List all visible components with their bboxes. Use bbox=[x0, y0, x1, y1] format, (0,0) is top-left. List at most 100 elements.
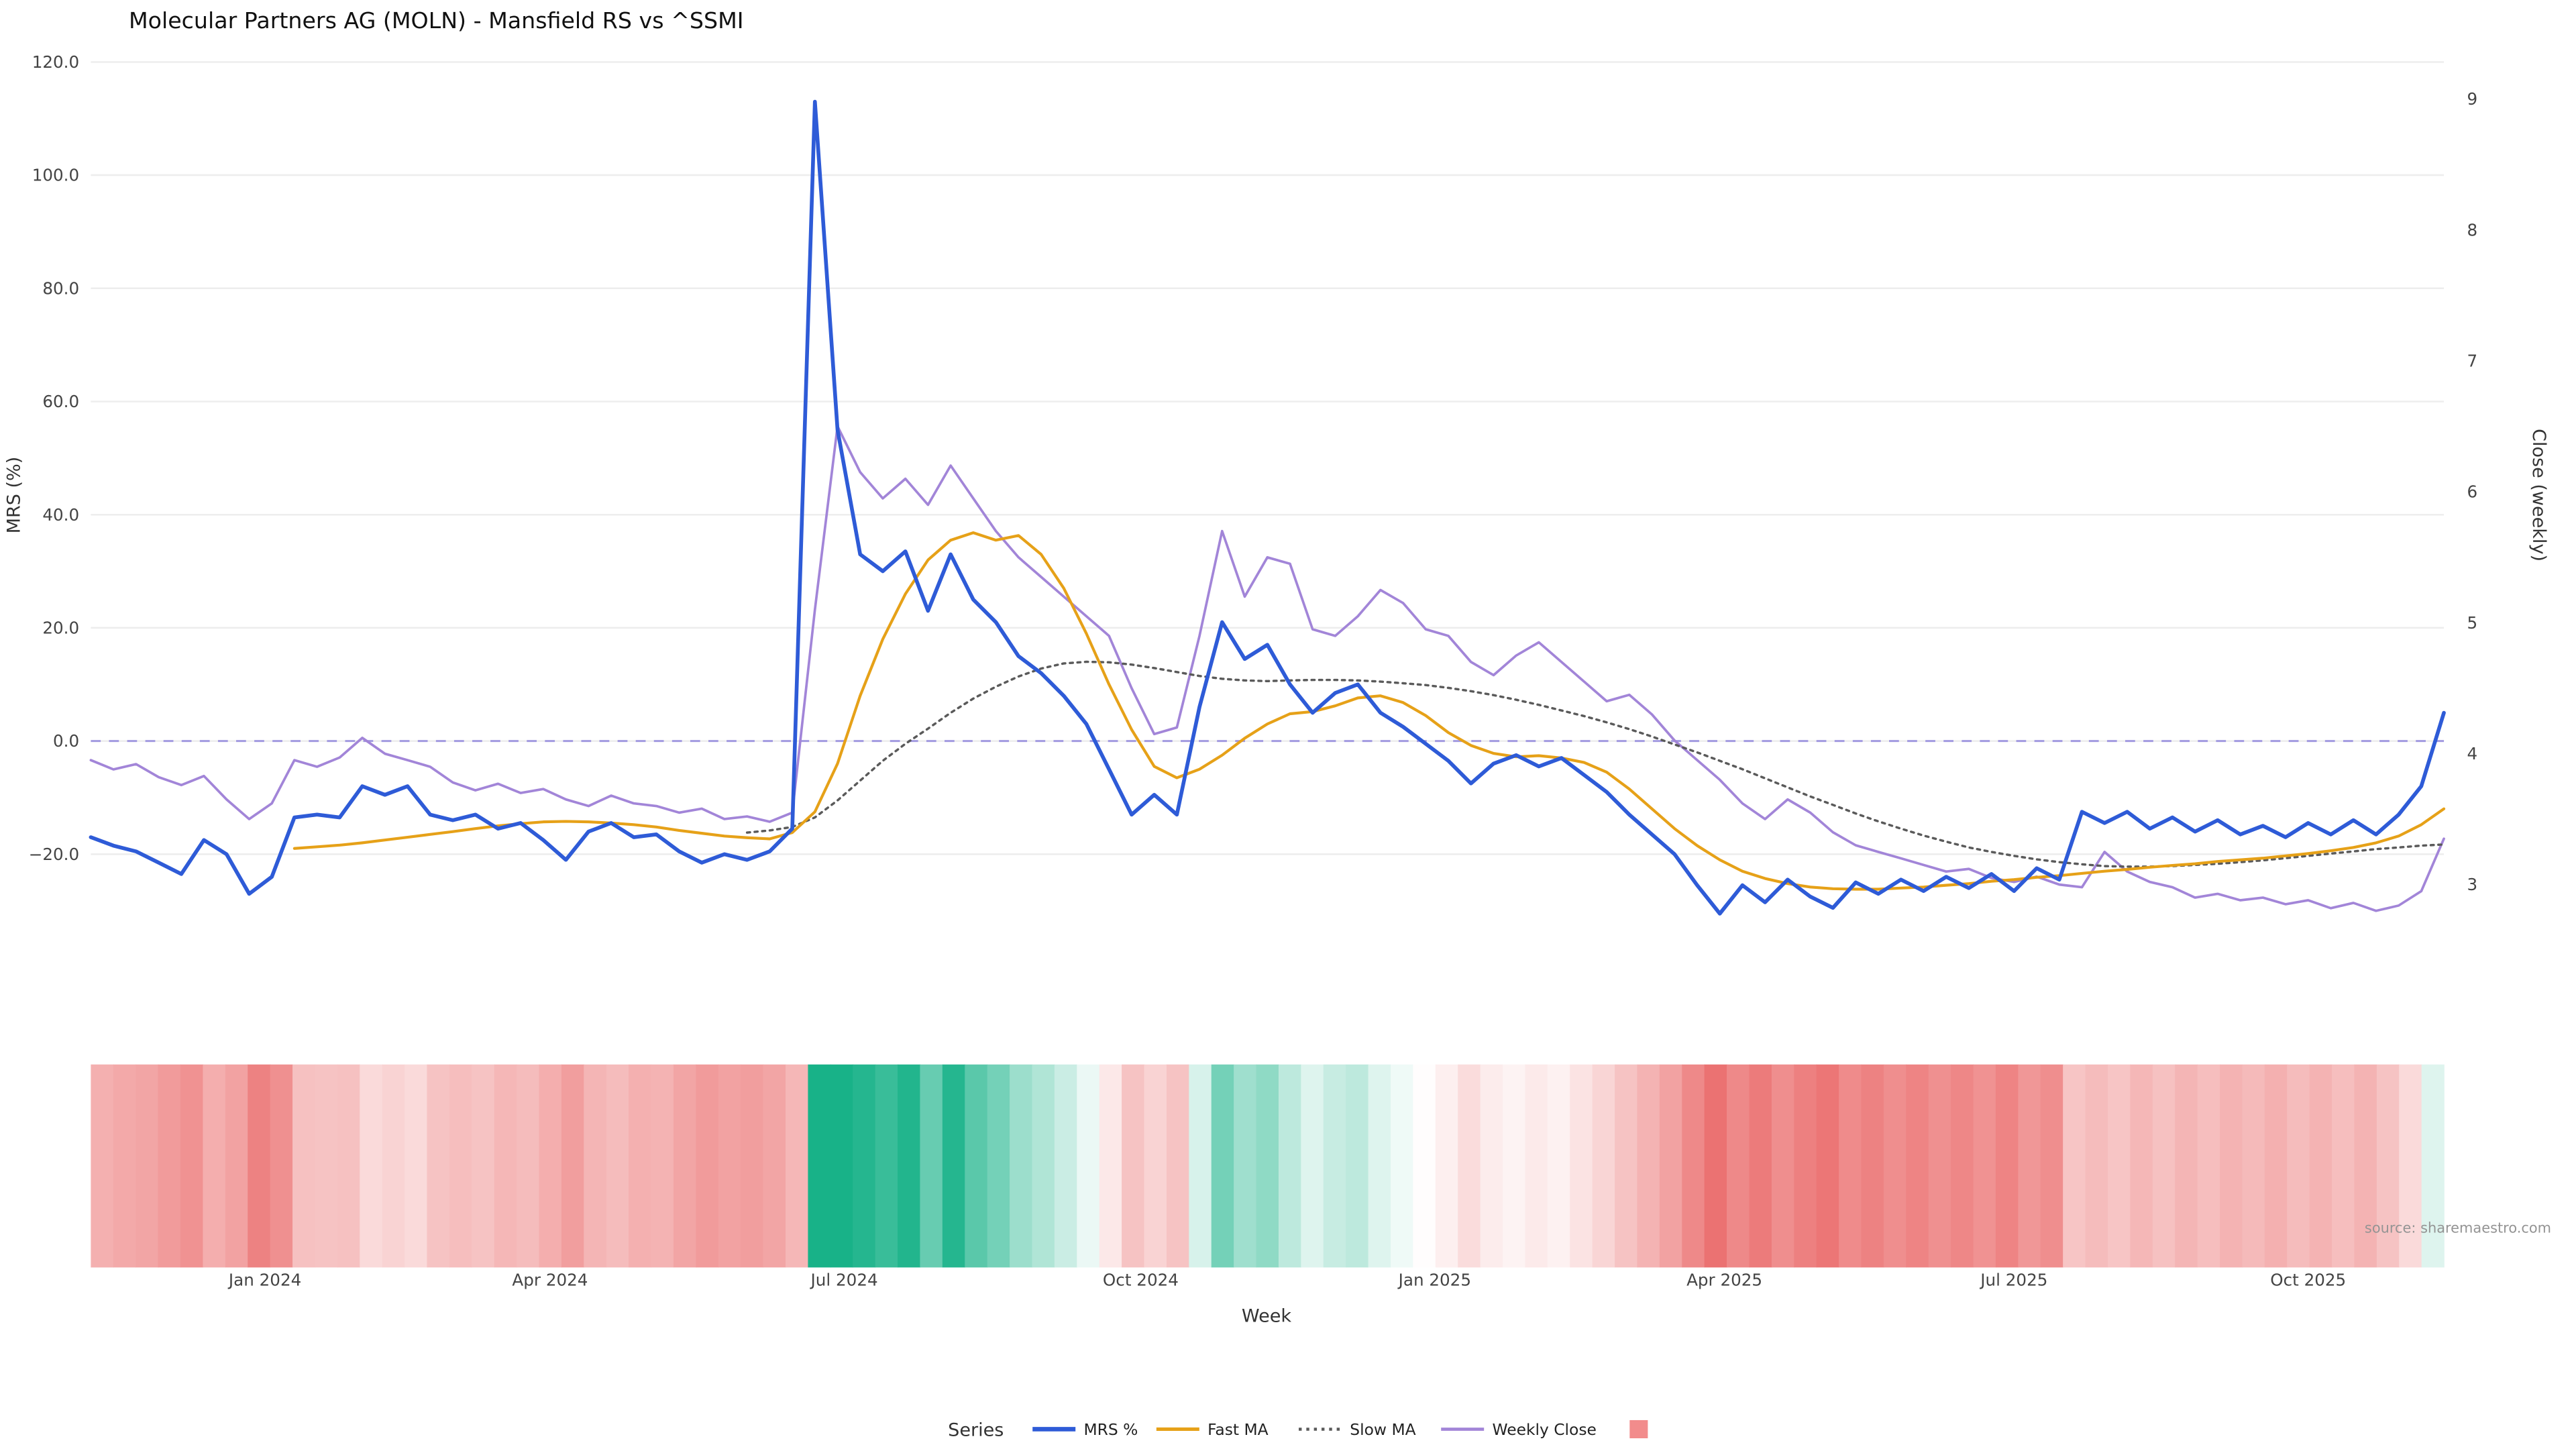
heatmap-cell bbox=[763, 1064, 786, 1268]
legend-label: Slow MA bbox=[1350, 1420, 1415, 1439]
heatmap-cell bbox=[2332, 1064, 2355, 1268]
heatmap-cell bbox=[2040, 1064, 2063, 1268]
x-axis-title: Week bbox=[1242, 1306, 1291, 1327]
series-lines bbox=[89, 99, 2446, 916]
heatmap-cell bbox=[1749, 1064, 1772, 1268]
left-axis-tick-label: 20.0 bbox=[42, 618, 79, 637]
heatmap-cell bbox=[1883, 1064, 1907, 1268]
heatmap-cell bbox=[1839, 1064, 1862, 1268]
heatmap-cell bbox=[113, 1064, 136, 1268]
heatmap-cell bbox=[1615, 1064, 1638, 1268]
heatmap-cell bbox=[136, 1064, 159, 1268]
heatmap-cell bbox=[1256, 1064, 1279, 1268]
legend-title: Series bbox=[948, 1419, 1004, 1440]
series-line-mrs- bbox=[89, 99, 2446, 916]
heatmap-cell bbox=[1435, 1064, 1458, 1268]
heatmap-cell bbox=[315, 1064, 338, 1268]
left-axis-tick-label: 120.0 bbox=[32, 52, 79, 72]
heatmap-cell bbox=[629, 1064, 652, 1268]
series-line-weekly-close bbox=[89, 425, 2445, 912]
heatmap-cell bbox=[1973, 1064, 1996, 1268]
x-axis-tick-label: Jan 2025 bbox=[1397, 1270, 1471, 1289]
heatmap-cell bbox=[2107, 1064, 2131, 1268]
heatmap-cell bbox=[651, 1064, 674, 1268]
right-axis-tick-label: 9 bbox=[2467, 89, 2478, 109]
heatmap-cell bbox=[1234, 1064, 1257, 1268]
heatmap-cell bbox=[808, 1064, 831, 1268]
heatmap-cell bbox=[1525, 1064, 1548, 1268]
heatmap-cell bbox=[942, 1064, 965, 1268]
heatmap-cell bbox=[1010, 1064, 1033, 1268]
heatmap-cell bbox=[91, 1064, 114, 1268]
x-axis-tick-label: Jul 2024 bbox=[810, 1270, 878, 1289]
heatmap-cell bbox=[472, 1064, 495, 1268]
heatmap-cell bbox=[449, 1064, 473, 1268]
right-axis-tick-label: 5 bbox=[2467, 613, 2478, 633]
heatmap-cell bbox=[1906, 1064, 1929, 1268]
left-axis-tick-label: −20.0 bbox=[29, 845, 79, 864]
left-axis-tick-label: 80.0 bbox=[42, 278, 79, 298]
heatmap-cell bbox=[1054, 1064, 1078, 1268]
x-axis-tick-label: Jul 2025 bbox=[1979, 1270, 2047, 1289]
heatmap-cell bbox=[2354, 1064, 2377, 1268]
heatmap-cell bbox=[1637, 1064, 1660, 1268]
heatmap-cell bbox=[1794, 1064, 1817, 1268]
heatmap-cell bbox=[2287, 1064, 2310, 1268]
heatmap-cell bbox=[1166, 1064, 1190, 1268]
heatmap-cell bbox=[1211, 1064, 1234, 1268]
heatmap-cell bbox=[1278, 1064, 1302, 1268]
heatmap-cell bbox=[1189, 1064, 1212, 1268]
heatmap-cell bbox=[427, 1064, 450, 1268]
heatmap-cell bbox=[1323, 1064, 1346, 1268]
heatmap-cell bbox=[875, 1064, 898, 1268]
x-axis-tick-label: Jan 2024 bbox=[227, 1270, 301, 1289]
chart-title: Molecular Partners AG (MOLN) - Mansfield… bbox=[129, 7, 744, 34]
heatmap-cell bbox=[1704, 1064, 1727, 1268]
heatmap-cell bbox=[830, 1064, 853, 1268]
left-axis-tick-label: 60.0 bbox=[42, 392, 79, 411]
heatmap-cell bbox=[741, 1064, 764, 1268]
heatmap-strip bbox=[91, 1064, 2445, 1268]
heatmap-cell bbox=[1458, 1064, 1481, 1268]
heatmap-cell bbox=[2264, 1064, 2288, 1268]
left-axis-title: MRS (%) bbox=[4, 457, 25, 534]
heatmap-cell bbox=[2130, 1064, 2153, 1268]
heatmap-cell bbox=[292, 1064, 316, 1268]
heatmap-cell bbox=[1570, 1064, 1593, 1268]
heatmap-cell bbox=[2309, 1064, 2332, 1268]
heatmap-cell bbox=[225, 1064, 248, 1268]
heatmap-cell bbox=[1099, 1064, 1122, 1268]
heatmap-cell bbox=[158, 1064, 181, 1268]
heatmap-cell bbox=[673, 1064, 697, 1268]
heatmap-cell bbox=[248, 1064, 271, 1268]
right-axis-tick-label: 6 bbox=[2467, 482, 2478, 502]
legend-label: Fast MA bbox=[1208, 1420, 1269, 1439]
heatmap-cell bbox=[2376, 1064, 2400, 1268]
heatmap-cell bbox=[1503, 1064, 1526, 1268]
heatmap-cell bbox=[203, 1064, 226, 1268]
legend-heatmap-swatch bbox=[1629, 1419, 1648, 1439]
x-axis-tick-label: Apr 2024 bbox=[512, 1270, 588, 1289]
heatmap-cell bbox=[1368, 1064, 1391, 1268]
heatmap-cell bbox=[2175, 1064, 2198, 1268]
heatmap-cell bbox=[696, 1064, 719, 1268]
heatmap-cell bbox=[965, 1064, 988, 1268]
heatmap-cell bbox=[1928, 1064, 1951, 1268]
heatmap-cell bbox=[1077, 1064, 1100, 1268]
series-line-fast-ma bbox=[292, 531, 2446, 891]
heatmap-cell bbox=[1659, 1064, 1682, 1268]
right-axis-tick-label: 4 bbox=[2467, 744, 2478, 763]
x-axis-tick-label: Oct 2024 bbox=[1103, 1270, 1179, 1289]
heatmap-cell bbox=[2242, 1064, 2265, 1268]
x-axis-tick-label: Apr 2025 bbox=[1686, 1270, 1762, 1289]
right-axis-tick-label: 7 bbox=[2467, 352, 2478, 371]
left-axis-tick-label: 40.0 bbox=[42, 505, 79, 525]
heatmap-cell bbox=[1592, 1064, 1615, 1268]
axis-ticks: 120.0 100.0 80.0 60.0 40.0 20.0 0.0 −20.0 9 8 7 6 5 4… bbox=[29, 52, 2477, 1289]
left-axis-tick-label: 100.0 bbox=[32, 166, 79, 185]
x-axis-tick-label: Oct 2025 bbox=[2270, 1270, 2346, 1289]
heatmap-cell bbox=[2421, 1064, 2445, 1268]
legend-label: MRS % bbox=[1084, 1420, 1138, 1439]
heatmap-cell bbox=[2063, 1064, 2086, 1268]
